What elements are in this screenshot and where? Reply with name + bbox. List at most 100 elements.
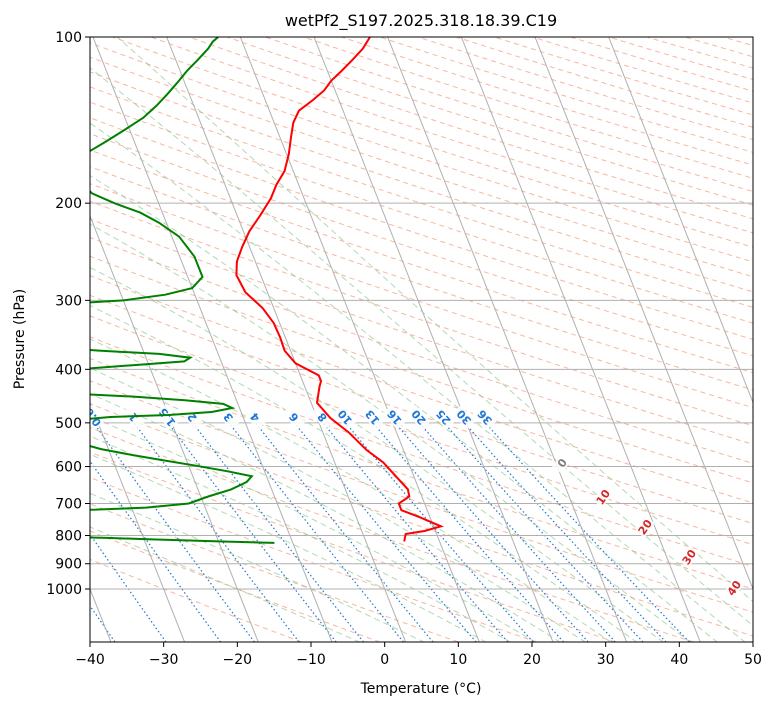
dry-adiabat-line bbox=[90, 476, 537, 642]
dry-adiabat-line bbox=[606, 37, 753, 81]
isopleth-labels: -100-90-80-70-60-50-40-30-20-100.10.20.4… bbox=[1, 404, 744, 599]
label-backdrop bbox=[406, 405, 431, 430]
dry-adiabat-line bbox=[90, 56, 753, 278]
mixing-ratio-line bbox=[483, 421, 690, 642]
moist-adiabats bbox=[90, 37, 753, 642]
x-tick-label: 0 bbox=[380, 652, 389, 668]
y-tick-label: 100 bbox=[55, 30, 82, 46]
moist-adiabat-line bbox=[90, 305, 638, 642]
dry-adiabat-line bbox=[683, 37, 753, 58]
mixing-ratio-line bbox=[191, 421, 364, 642]
y-tick-label: 700 bbox=[55, 496, 82, 512]
moist-adiabat-label: 30 bbox=[680, 547, 700, 567]
label-backdrop bbox=[551, 452, 573, 474]
moist-adiabat-line bbox=[90, 175, 719, 642]
isotherm-line bbox=[92, 37, 333, 642]
mixing-ratio-line bbox=[292, 421, 477, 642]
dry-adiabat-line bbox=[90, 357, 753, 590]
label-backdrop bbox=[282, 405, 306, 430]
dry-adiabat-line bbox=[90, 149, 753, 374]
plot-frame bbox=[89, 36, 754, 643]
dewpoint-profile-line bbox=[90, 37, 275, 544]
x-tick-label: 40 bbox=[670, 652, 688, 668]
label-backdrop bbox=[431, 405, 456, 430]
temperature-profile-line bbox=[235, 37, 444, 542]
mixing-ratio-label: 0.2 bbox=[2, 405, 24, 428]
x-tick-label: 10 bbox=[449, 652, 467, 668]
moist-adiabat-line bbox=[90, 122, 746, 642]
dry-adiabat-line bbox=[90, 380, 753, 613]
dry-adiabat-line bbox=[90, 403, 753, 637]
moist-adiabat-line bbox=[90, 67, 753, 627]
isotherm-line bbox=[460, 37, 701, 642]
isotherm-line bbox=[534, 37, 753, 591]
label-backdrop bbox=[678, 546, 700, 568]
moist-adiabat-line bbox=[90, 492, 425, 642]
x-axis: −40 −30 −20 −10 0 10 20 30 40 50 bbox=[75, 642, 762, 668]
mixing-ratio-line bbox=[417, 421, 616, 642]
dry-adiabat-line bbox=[111, 37, 753, 248]
dry-adiabat-line bbox=[90, 336, 753, 568]
dry-adiabat-line bbox=[90, 218, 753, 445]
dry-adiabat-line bbox=[90, 315, 753, 546]
moist-adiabat-line bbox=[90, 526, 361, 642]
label-backdrop bbox=[1, 405, 23, 430]
moist-adiabat-line bbox=[116, 37, 753, 603]
dry-adiabat-line bbox=[530, 37, 753, 104]
y-axis-label: Pressure (hPa) bbox=[12, 289, 28, 389]
moist-adiabat-label: 10 bbox=[594, 487, 614, 507]
y-axis: 100 200 300 400 500 600 700 800 900 1000 bbox=[46, 30, 90, 598]
x-tick-label: −40 bbox=[75, 652, 105, 668]
isotherm-line bbox=[313, 37, 554, 642]
mixing-ratio-label: 1.5 bbox=[156, 405, 178, 428]
dry-adiabat-line bbox=[492, 37, 753, 116]
y-tick-label: 300 bbox=[55, 293, 82, 309]
label-backdrop bbox=[382, 405, 407, 430]
label-backdrop bbox=[310, 405, 334, 430]
dry-adiabat-line bbox=[739, 31, 775, 642]
mixing-ratio-line bbox=[166, 421, 337, 642]
moist-adiabat-line bbox=[90, 415, 536, 642]
dry-adiabat-line bbox=[187, 37, 753, 220]
dry-adiabat-line bbox=[90, 530, 381, 642]
dry-adiabat-line bbox=[90, 294, 753, 525]
label-backdrop bbox=[592, 486, 614, 508]
y-tick-label: 400 bbox=[55, 362, 82, 378]
label-backdrop bbox=[180, 404, 204, 430]
x-tick-label: −20 bbox=[223, 652, 253, 668]
moist-adiabat-line bbox=[90, 435, 512, 642]
dry-adiabat-line bbox=[90, 426, 694, 642]
dry-adiabat-line bbox=[90, 503, 459, 642]
mixing-ratio-line bbox=[132, 421, 300, 642]
x-tick-label: 30 bbox=[597, 652, 615, 668]
dry-adiabat-line bbox=[90, 236, 753, 464]
dry-adiabat-line bbox=[90, 101, 753, 324]
dry-adiabat-line bbox=[90, 86, 753, 308]
dry-adiabat-line bbox=[90, 133, 753, 357]
plot-area: -100-90-80-70-60-50-40-30-20-100.10.20.4… bbox=[1, 31, 775, 642]
mixing-ratio-line bbox=[227, 421, 404, 642]
dry-adiabat-line bbox=[340, 37, 753, 166]
y-tick-label: 900 bbox=[55, 557, 82, 573]
x-tick-label: −10 bbox=[296, 652, 326, 668]
mixing-ratio-lines bbox=[90, 421, 690, 642]
isotherm-line bbox=[387, 37, 628, 642]
dry-adiabat-line bbox=[90, 558, 302, 642]
dry-adiabat-line bbox=[90, 71, 753, 293]
mixing-ratio-line bbox=[344, 421, 534, 642]
y-tick-label: 200 bbox=[55, 196, 82, 212]
y-tick-label: 800 bbox=[55, 529, 82, 545]
moist-adiabat-line bbox=[90, 338, 612, 642]
dry-adiabat-line bbox=[90, 42, 753, 263]
mixing-ratio-line bbox=[321, 421, 509, 642]
dry-adiabats bbox=[90, 31, 775, 642]
mixing-ratio-line bbox=[90, 533, 167, 642]
x-axis-label: Temperature (°C) bbox=[360, 681, 482, 697]
label-backdrop bbox=[333, 405, 357, 430]
label-backdrop bbox=[451, 405, 476, 430]
moist-adiabat-line bbox=[90, 453, 487, 642]
dry-adiabat-line bbox=[90, 275, 753, 504]
label-backdrop bbox=[634, 516, 656, 538]
dry-adiabat-line bbox=[416, 37, 753, 141]
